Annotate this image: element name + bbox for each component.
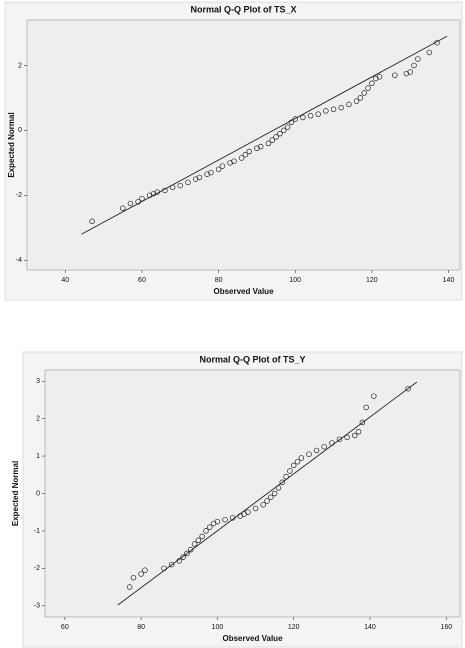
y-axis-label: Expected Normal — [7, 112, 16, 177]
y-tick-label: 3 — [36, 378, 40, 385]
x-tick-label: 80 — [137, 624, 145, 631]
x-tick-label: 120 — [366, 277, 378, 284]
page: Normal Q-Q Plot of TS_X Observed Value Exp… — [0, 0, 465, 648]
x-axis-label: Observed Value — [222, 634, 283, 643]
y-tick-label: -4 — [16, 257, 22, 264]
plot-area — [27, 20, 460, 270]
y-tick-label: -2 — [34, 565, 40, 572]
y-tick-label: 2 — [36, 415, 40, 422]
chart-title: Normal Q-Q Plot of TS_X — [190, 4, 296, 14]
x-tick-label: 160 — [440, 624, 452, 631]
y-tick-label: -1 — [34, 528, 40, 535]
x-tick-label: 80 — [215, 277, 223, 284]
x-axis-label: Observed Value — [213, 287, 274, 296]
x-tick-label: 120 — [288, 624, 300, 631]
chart-title: Normal Q-Q Plot of TS_Y — [199, 354, 305, 364]
y-tick-label: 0 — [18, 127, 22, 134]
plot-area — [45, 370, 460, 617]
x-tick-label: 60 — [138, 277, 146, 284]
x-tick-label: 140 — [364, 624, 376, 631]
y-tick-label: 0 — [36, 490, 40, 497]
x-tick-label: 140 — [443, 277, 455, 284]
y-axis-label: Expected Normal — [11, 461, 20, 526]
y-tick-label: -2 — [16, 192, 22, 199]
y-tick-label: -3 — [34, 603, 40, 610]
x-tick-label: 60 — [61, 624, 69, 631]
x-tick-label: 40 — [61, 277, 69, 284]
y-tick-label: 1 — [36, 453, 40, 460]
x-tick-label: 100 — [212, 624, 224, 631]
y-tick-label: 2 — [18, 62, 22, 69]
x-tick-label: 100 — [289, 277, 301, 284]
